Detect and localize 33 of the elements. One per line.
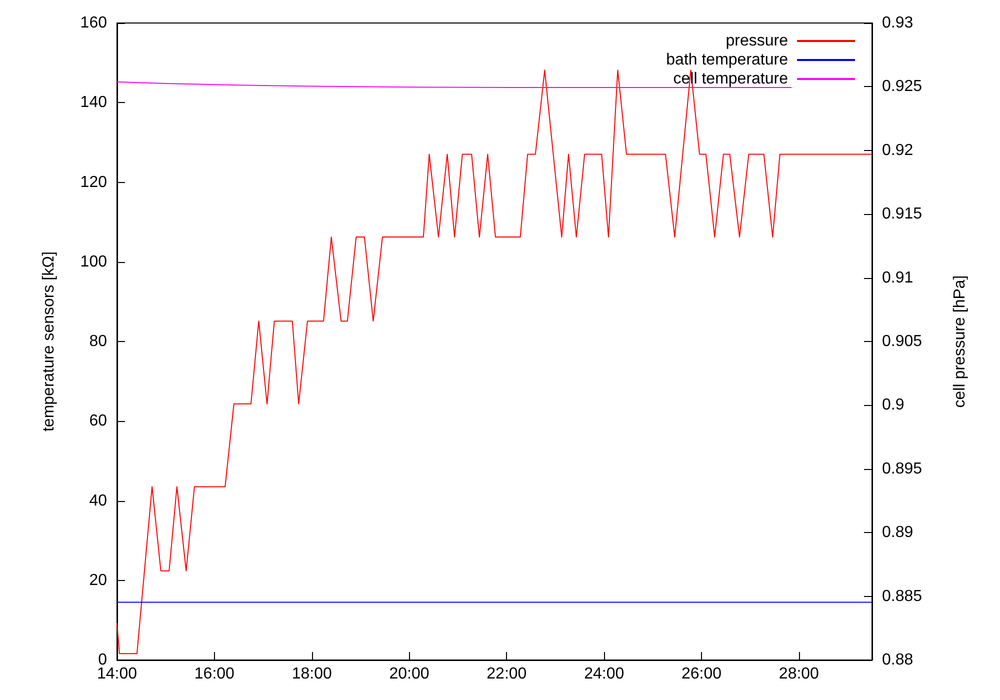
x-tick-label: 28:00 (778, 666, 820, 682)
y2-tick-label: 0.905 (882, 333, 922, 350)
y2-tick-label: 0.885 (882, 588, 922, 605)
x-tick-label: 18:00 (292, 666, 332, 682)
y2-tick-label: 0.93 (882, 14, 914, 32)
y2-tick-label: 0.92 (882, 142, 914, 159)
y-tick-label: 40 (89, 492, 108, 510)
y-tick-label: 20 (89, 572, 108, 589)
x-tick-label: 16:00 (194, 666, 235, 682)
x-tick-label: 24:00 (584, 666, 624, 682)
y-tick-label: 140 (80, 94, 108, 112)
y2-tick-label: 0.895 (882, 460, 922, 478)
legend-label: pressure (726, 32, 788, 50)
y-tick-label: 100 (80, 253, 108, 270)
y-axis-title: temperature sensors [kΩ] (40, 251, 58, 432)
legend-label: bath temperature (666, 52, 788, 68)
y2-axis-title: cell pressure [hPa] (952, 275, 968, 408)
x-tick-label: 14:00 (96, 666, 138, 682)
y2-tick-label: 0.925 (882, 78, 922, 96)
y2-tick-label: 0.91 (882, 269, 914, 286)
y2-tick-label: 0.9 (882, 396, 904, 414)
line-series (116, 70, 872, 654)
y-tick-label: 120 (80, 174, 108, 191)
y-tick-label: 160 (80, 14, 108, 32)
y-tick-label: 60 (89, 412, 108, 430)
y2-tick-label: 0.89 (882, 524, 914, 542)
x-tick-label: 26:00 (681, 666, 722, 682)
y-tick-label: 0 (98, 652, 108, 668)
x-tick-label: 20:00 (389, 666, 430, 682)
x-tick-label: 22:00 (486, 666, 527, 682)
y2-tick-label: 0.915 (882, 206, 922, 223)
y-tick-label: 80 (89, 333, 108, 350)
y2-tick-label: 0.88 (882, 652, 914, 668)
